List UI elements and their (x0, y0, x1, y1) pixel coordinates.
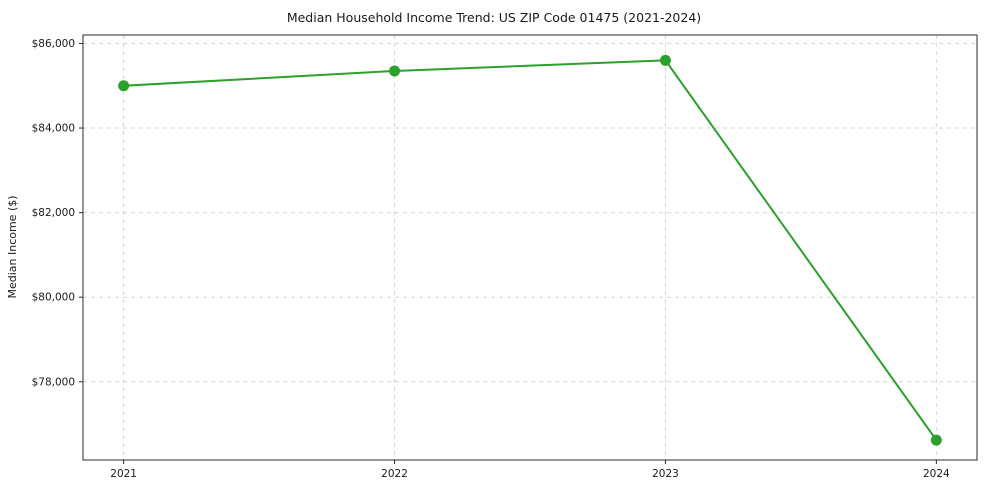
x-tick-label: 2021 (110, 468, 137, 480)
data-point-marker (118, 80, 130, 92)
y-tick-label: $86,000 (32, 38, 75, 50)
y-tick-label: $78,000 (32, 376, 75, 388)
x-tick-label: 2022 (381, 468, 408, 480)
plot-border (82, 34, 978, 461)
data-point-marker (930, 434, 942, 446)
x-tick-label: 2024 (923, 468, 950, 480)
chart-title: Median Household Income Trend: US ZIP Co… (287, 10, 701, 25)
trend-line (122, 59, 938, 442)
y-axis-label: Median Income ($) (6, 195, 19, 298)
x-tick-label: 2023 (652, 468, 679, 480)
plot-area: 2021 2022 2023 2024 $78,000 $80,000 $82,000 $84… (32, 34, 978, 480)
y-tick-label: $82,000 (32, 207, 75, 219)
data-point-marker (389, 65, 401, 77)
y-tick-label: $84,000 (32, 123, 75, 135)
y-tick-label: $80,000 (32, 292, 75, 304)
data-point-marker (659, 54, 671, 66)
